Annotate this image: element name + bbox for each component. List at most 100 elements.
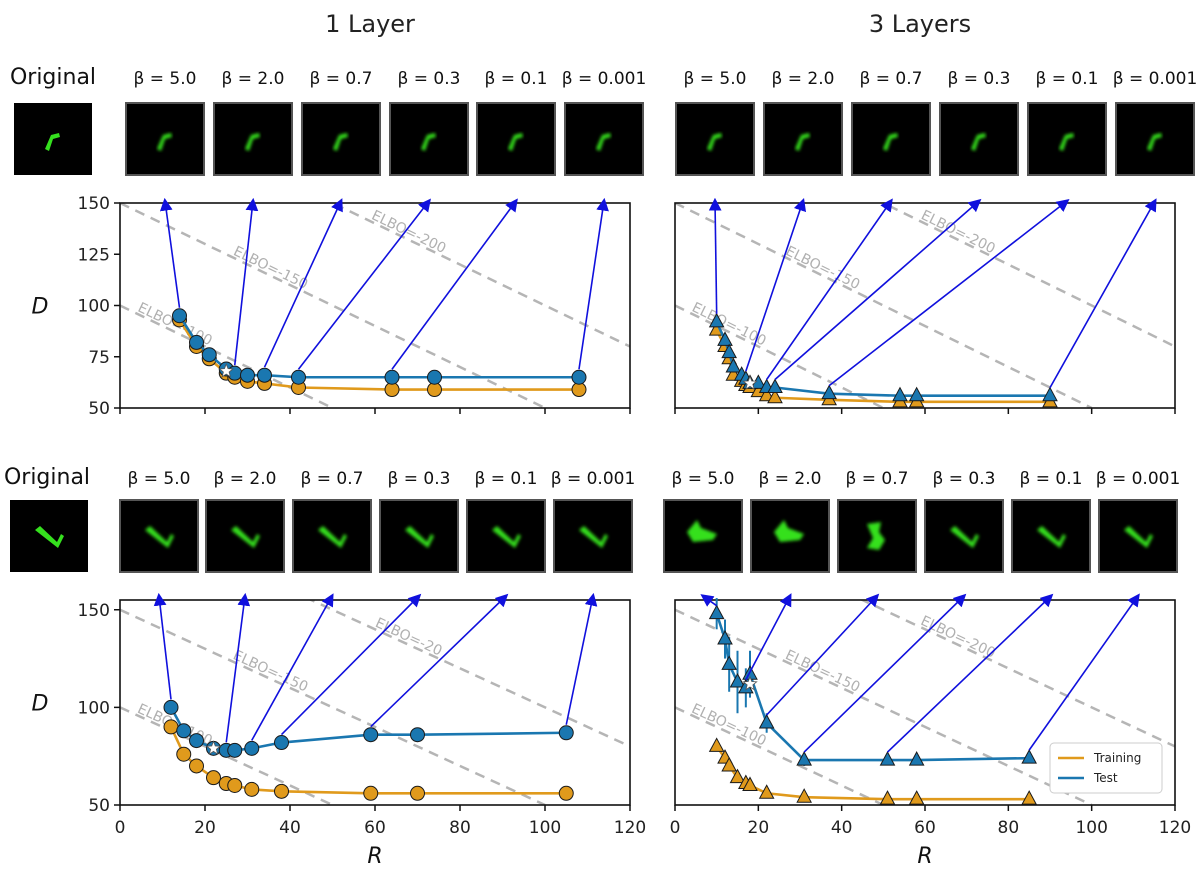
frame-bottom-left: [119, 599, 631, 806]
star-marker-top-left: [218, 362, 234, 378]
xtick-label-bottom-left-20: 20: [194, 818, 216, 838]
elbo-label-top-left-1: ELBO=-150: [231, 243, 310, 292]
recon-thumb-top-right-2-glyph: [883, 133, 898, 151]
recon-thumb-top-left-3-glyph: [421, 133, 436, 151]
point-bottom-right-training-5: [742, 776, 758, 791]
series-top-left-training: [172, 312, 587, 398]
point-top-right-training-8: [758, 386, 775, 402]
recon-thumb-bottom-left-1-shape: [231, 526, 260, 548]
recon-thumb-bottom-right-5-frame: [1098, 499, 1178, 573]
recon-thumb-top-left-1-glyph: [245, 133, 260, 151]
recon-thumb-top-right-1-shape: [795, 133, 810, 151]
elbo-label-top-right-1: ELBO=-150: [783, 243, 862, 293]
xtick-label-bottom-right-40: 40: [831, 818, 853, 838]
recon-thumb-bottom-right-4-glyph: [1037, 526, 1066, 548]
recon-thumb-top-left-0: [125, 102, 205, 176]
beta-label-bottom-right-2: β = 0.7: [846, 469, 909, 489]
recon-thumb-top-left-4: [476, 102, 556, 176]
arrow-top-left-5: [578, 197, 609, 370]
column-title-3-layers: 3 Layers: [869, 10, 971, 38]
point-bottom-right-test-3: [729, 672, 746, 688]
star-marker-bottom-left: [205, 740, 222, 755]
recon-thumb-top-right-5-shape: [1147, 133, 1162, 151]
recon-thumb-top-right-0-glyph: [707, 133, 722, 151]
series-bottom-left-test: [163, 699, 574, 758]
ytick-label-top-left-150: 150: [78, 194, 110, 214]
elbo-line-bottom-left-1: [120, 608, 546, 805]
series-bottom-right-training: [708, 737, 1038, 805]
beta-label-bottom-right-3: β = 0.3: [933, 469, 996, 489]
recon-thumb-top-left-2-frame: [301, 102, 381, 176]
elbo-line-bottom-right-1: [675, 608, 1093, 805]
ylabel-top-left: D: [32, 295, 49, 320]
recon-thumb-bottom-right-1-glyph: [774, 520, 804, 542]
point-bottom-left-training-10: [558, 785, 574, 801]
recon-thumb-top-left-1-shape: [245, 133, 260, 151]
elbo-line-top-right-2: [880, 203, 1175, 348]
xlabel-bottom-left: R: [367, 844, 382, 869]
recon-thumb-bottom-right-3-shape: [950, 526, 979, 548]
beta-label-top-right-0: β = 5.0: [684, 69, 747, 89]
legend-label-test: Test: [1093, 771, 1118, 785]
recon-thumb-top-right-1-glyph: [795, 133, 810, 151]
legend-bottom-right: Training Test: [1049, 742, 1163, 794]
beta-label-bottom-left-2: β = 0.7: [301, 469, 364, 489]
recon-thumb-top-left-1: [213, 102, 293, 176]
point-top-left-test-4: [227, 365, 243, 381]
point-top-right-test-13: [1042, 386, 1058, 402]
point-top-left-test-5: [240, 367, 255, 383]
recon-thumb-top-left-5-glyph: [596, 133, 611, 151]
beta-label-bottom-right-4: β = 0.1: [1020, 469, 1083, 489]
ylabel-bottom-left: D: [32, 692, 49, 717]
point-bottom-right-test-10: [1021, 749, 1038, 764]
recon-thumb-top-left-3-shape: [421, 133, 436, 151]
point-bottom-left-test-9: [410, 727, 425, 743]
recon-thumb-top-left-2-glyph: [333, 133, 348, 151]
recon-thumb-top-left-3: [389, 102, 469, 176]
point-bottom-right-training-3: [729, 768, 746, 784]
ytick-label-top-left-125: 125: [78, 245, 110, 265]
point-bottom-right-test-7: [796, 751, 813, 766]
arrow-bottom-left-1: [225, 592, 251, 743]
point-bottom-left-training-7: [274, 783, 289, 799]
recon-thumb-top-left-5-frame: [564, 102, 644, 176]
point-bottom-left-training-5: [227, 777, 243, 793]
beta-label-top-left-1: β = 2.0: [222, 69, 285, 89]
recon-thumb-top-right-4-shape: [1059, 133, 1074, 151]
recon-thumb-bottom-right-3: [924, 499, 1004, 573]
point-bottom-right-test-2: [721, 655, 738, 670]
recon-thumb-top-left-2-shape: [333, 133, 348, 151]
arrow-top-left-2: [263, 198, 343, 368]
series-top-right-test: [708, 312, 1058, 402]
beta-label-bottom-left-3: β = 0.3: [388, 469, 451, 489]
legend-box-bottom-right: [1049, 742, 1163, 794]
recon-thumb-bottom-right-2-shape: [867, 522, 885, 550]
point-bottom-right-training-7: [796, 788, 813, 803]
recon-thumb-bottom-right-4: [1011, 499, 1091, 573]
beta-label-bottom-right-5: β = 0.001: [1096, 469, 1181, 489]
elbo-label-top-right-2: ELBO=-200: [918, 207, 997, 257]
beta-label-bottom-left-1: β = 2.0: [214, 469, 277, 489]
point-bottom-left-training-3: [206, 770, 221, 786]
xtick-label-bottom-right-80: 80: [998, 818, 1020, 838]
beta-label-bottom-right-1: β = 2.0: [759, 469, 822, 489]
elbo-label-bottom-right-2: ELBO=-200: [918, 613, 998, 662]
recon-thumb-top-left-4-glyph: [508, 133, 523, 151]
ytick-label-bottom-left-50: 50: [88, 796, 110, 816]
arrow-top-right-4: [828, 199, 1070, 387]
recon-thumb-bottom-right-1-shape: [774, 520, 804, 542]
point-bottom-right-test-0: [708, 604, 725, 620]
point-bottom-left-training-9: [410, 785, 425, 801]
recon-thumb-bottom-right-0-glyph: [687, 520, 717, 542]
elbo-label-bottom-left-2: ELBO=-20: [373, 615, 445, 659]
point-top-right-test-2: [721, 343, 738, 359]
recon-thumb-bottom-left-2: [292, 499, 372, 573]
arrow-top-right-2: [766, 198, 893, 380]
ytick-label-bottom-left-150: 150: [78, 601, 110, 621]
beta-label-top-right-5: β = 0.001: [1113, 69, 1198, 89]
point-bottom-right-training-0: [708, 737, 725, 752]
recon-thumb-top-right-0: [675, 102, 755, 176]
recon-thumb-top-right-2-shape: [883, 133, 898, 151]
arrow-top-left-4: [391, 198, 518, 370]
recon-thumb-bottom-left-0-shape: [145, 526, 174, 548]
